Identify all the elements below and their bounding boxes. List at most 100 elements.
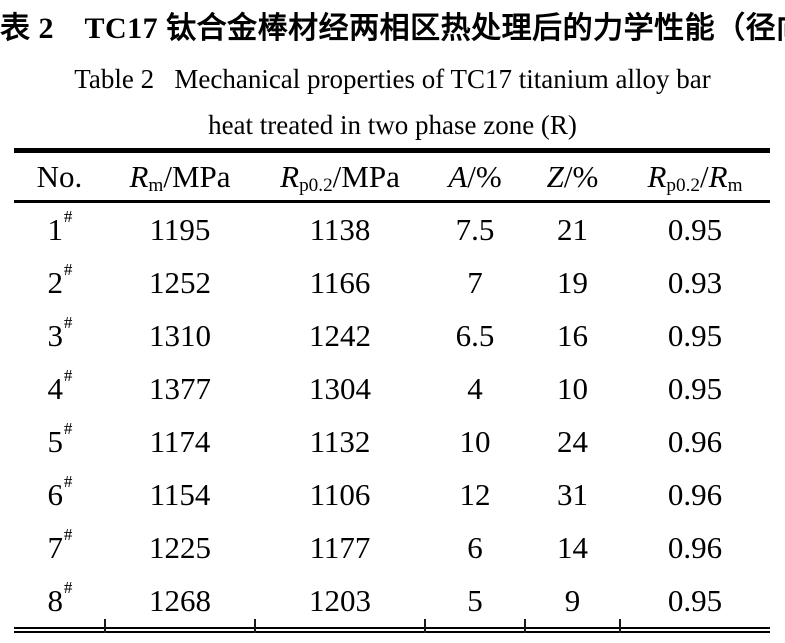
column-boundary-tick [424,619,426,633]
superscript-hash: # [63,207,73,227]
table-cell: 1242 [309,317,371,353]
superscript-hash: # [63,366,73,386]
table-cell: 24 [557,423,588,459]
table-header-row: No. Rm/MPa Rp0.2/MPa A/% Z/% Rp0.2/Rm [14,150,770,203]
table-cell: 1310 [149,317,211,353]
header-segment: No. [36,158,83,194]
sample-number-cell: 6# [47,472,73,512]
table-cell: 1268 [149,582,211,618]
superscript-hash: # [63,260,73,280]
table-row: 4# 1377 1304 4 10 0.95 [14,362,770,415]
table-cell: 0.96 [667,423,723,459]
table-cell: 6.5 [455,317,495,353]
table-cell: 0.95 [667,582,723,618]
header-segment: /% [563,158,599,194]
sample-number-cell: 1# [47,207,73,247]
column-boundary-tick [524,619,526,633]
table-cell: 14 [557,529,588,565]
data-table-wrapper: No. Rm/MPa Rp0.2/MPa A/% Z/% Rp0.2/Rm 1# 1195 1… [14,148,770,633]
mechanical-properties-table: No. Rm/MPa Rp0.2/MPa A/% Z/% Rp0.2/Rm 1# 1195 1… [14,148,770,633]
table-body: 1# 1195 1138 7.5 21 0.95 2# 1252 1166 7 19 0.93 3# 13… [14,202,770,631]
table-cell: 0.95 [667,211,723,247]
table-caption-english-line1: Table 2 Mechanical properties of TC17 ti… [74,64,711,94]
column-header: Rp0.2/MPa [255,150,425,203]
table-row: 2# 1252 1166 7 19 0.93 [14,256,770,309]
sample-number-cell: 7# [47,525,73,565]
table-cell: 0.96 [667,529,723,565]
table-cell: 1203 [309,582,371,618]
column-boundary-tick [619,619,621,633]
table-cell: 1195 [149,211,211,247]
header-segment: /% [467,158,502,194]
header-segment: Z [546,158,564,194]
header-segment: R [280,158,300,194]
sample-number-cell: 4# [47,366,73,406]
table-caption-english-line2: heat treated in two phase zone (R) [208,110,577,140]
superscript-hash: # [63,525,73,545]
table-cell: 1174 [149,423,211,459]
table-cell: 1138 [309,211,371,247]
table-cell: 1177 [309,529,371,565]
table-cell: 16 [557,317,588,353]
table-row: 5# 1174 1132 10 24 0.96 [14,415,770,468]
table-cell: 19 [557,264,588,300]
table-cell: 10 [557,370,588,406]
header-segment: R [708,158,728,194]
table-cell: 1166 [309,264,371,300]
column-header: Rm/MPa [105,150,255,203]
table-header: No. Rm/MPa Rp0.2/MPa A/% Z/% Rp0.2/Rm [14,150,770,203]
header-segment: R [129,158,149,194]
sample-number-cell: 5# [47,419,73,459]
table-row: 7# 1225 1177 6 14 0.96 [14,521,770,574]
table-cell: 1377 [149,370,211,406]
table-cell: 1106 [309,476,371,512]
header-segment: /MPa [332,158,400,194]
column-boundary-tick [254,619,256,633]
header-segment: R [647,158,667,194]
table-cell: 4 [467,370,483,406]
superscript-hash: # [63,419,73,439]
table-row: 1# 1195 1138 7.5 21 0.95 [14,202,770,257]
table-cell: 10 [459,423,491,459]
column-header: No. [14,150,105,203]
superscript-hash: # [63,578,73,598]
header-segment: A [448,158,468,194]
table-cell: 0.95 [667,370,723,406]
header-segment: p0.2 [666,174,701,196]
table-row: 8# 1268 1203 5 9 0.95 [14,574,770,630]
table-cell: 9 [564,582,581,618]
table-cell: 1225 [149,529,211,565]
table-caption-chinese: 表 2 TC17 钛合金棒材经两相区热处理后的力学性能（径向） [0,12,785,45]
column-header: A/% [425,150,525,203]
table-cell: 6 [467,529,483,565]
sample-number-cell: 2# [47,260,73,300]
column-boundary-tick [104,619,106,633]
header-segment: /MPa [163,158,231,194]
header-segment: p0.2 [299,174,333,196]
table-cell: 1154 [149,476,211,512]
table-cell: 7 [467,264,483,300]
table-cell: 1304 [309,370,371,406]
table-cell: 0.93 [667,264,723,300]
table-cell: 21 [557,211,588,247]
column-header: Rp0.2/Rm [620,150,770,203]
header-segment: m [727,174,743,196]
column-header: Z/% [525,150,620,203]
header-segment: / [700,158,709,194]
table-cell: 0.96 [667,476,723,512]
table-cell: 1132 [309,423,371,459]
table-cell: 31 [557,476,588,512]
sample-number-cell: 8# [47,578,73,618]
table-cell: 0.95 [667,317,723,353]
header-segment: m [148,174,164,196]
table-cell: 5 [467,582,483,618]
table-cell: 7.5 [455,211,495,247]
table-cell: 12 [459,476,491,512]
sample-number-cell: 3# [47,313,73,353]
table-row: 6# 1154 1106 12 31 0.96 [14,468,770,521]
superscript-hash: # [63,313,73,333]
table-cell: 1252 [149,264,211,300]
table-row: 3# 1310 1242 6.5 16 0.95 [14,309,770,362]
superscript-hash: # [63,472,73,492]
